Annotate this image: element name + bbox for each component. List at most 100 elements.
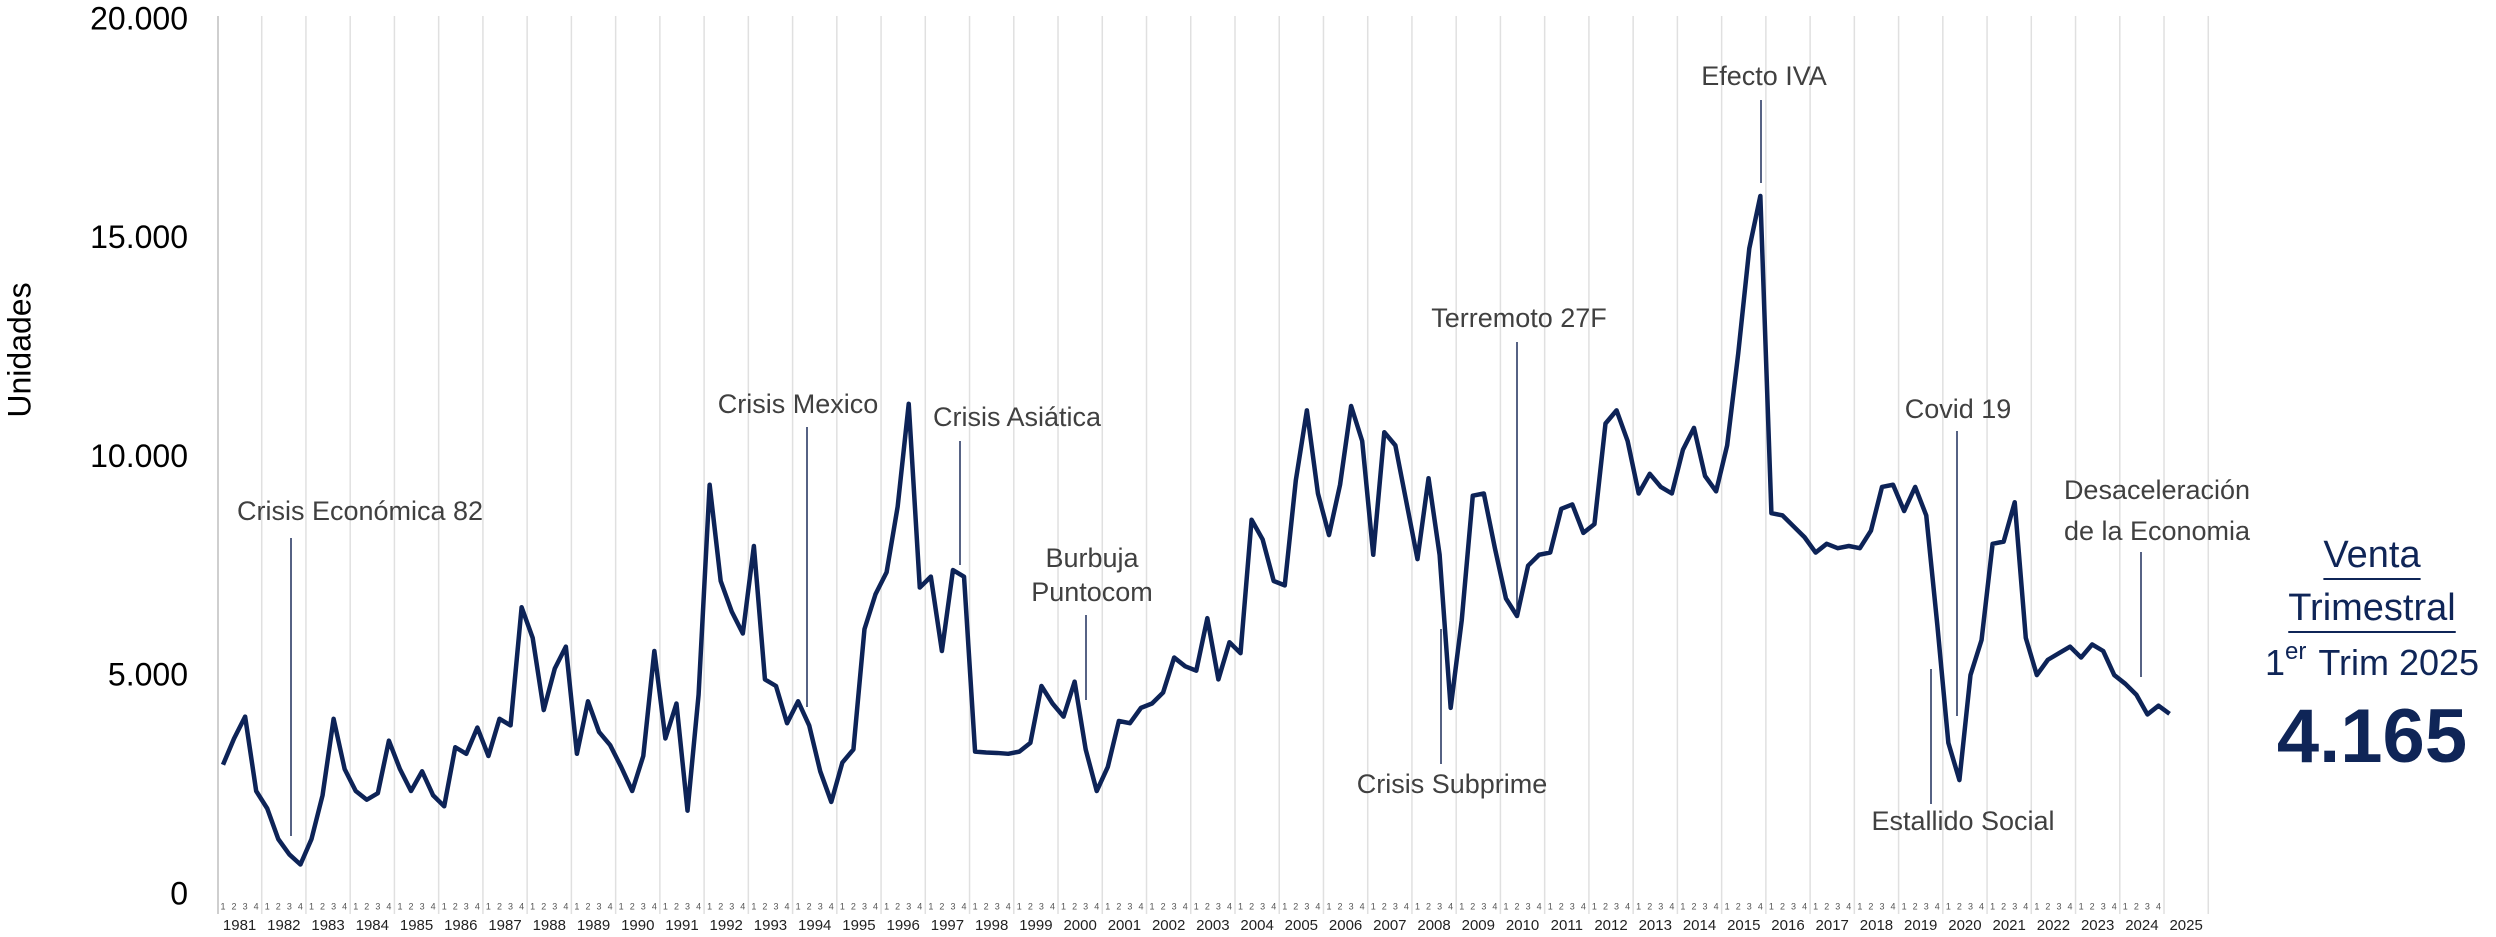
x-tick-label: 4: [873, 901, 878, 911]
x-tick-label: 4: [1404, 901, 1409, 911]
year-label: 1986: [444, 917, 477, 934]
year-label: 2008: [1417, 917, 1450, 934]
x-tick-label: 4: [1714, 901, 1719, 911]
annotation: Crisis Subprime: [1357, 769, 1548, 799]
x-tick-label: 2: [1249, 901, 1254, 911]
year-label: 2020: [1948, 917, 1981, 934]
x-tick-label: 2: [1426, 901, 1431, 911]
year-label: 1998: [975, 917, 1008, 934]
x-tick-label: 2: [674, 901, 679, 911]
year-label: 2018: [1860, 917, 1893, 934]
x-tick-label: 2: [1205, 901, 1210, 911]
x-tick-label: 2: [2001, 901, 2006, 911]
x-tick-label: 1: [1813, 901, 1818, 911]
x-tick-label: 2: [2045, 901, 2050, 911]
y-tick-label: 20.000: [90, 0, 188, 36]
x-tick-label: 2: [1780, 901, 1785, 911]
annotation: Covid 19: [1905, 394, 2012, 424]
x-tick-label: 1: [265, 901, 270, 911]
x-tick-label: 3: [1260, 901, 1265, 911]
x-tick-label: 4: [917, 901, 922, 911]
x-tick-label: 2: [1470, 901, 1475, 911]
x-tick-label: 1: [751, 901, 756, 911]
year-label: 1996: [887, 917, 920, 934]
x-tick-label: 1: [928, 901, 933, 911]
x-tick-label: 3: [1437, 901, 1442, 911]
x-tick-label: 4: [1537, 901, 1542, 911]
x-tick-label: 3: [729, 901, 734, 911]
x-tick-label: 1: [1459, 901, 1464, 911]
x-tick-label: 3: [1968, 901, 1973, 911]
x-tick-label: 3: [597, 901, 602, 911]
x-tick-label: 2: [2134, 901, 2139, 911]
x-tick-label: 2: [1515, 901, 1520, 911]
year-label: 2019: [1904, 917, 1937, 934]
x-tick-label: 3: [243, 901, 248, 911]
x-tick-label: 4: [1846, 901, 1851, 911]
x-tick-label: 1: [1990, 901, 1995, 911]
x-tick-label: 4: [475, 901, 480, 911]
x-tick-label: 3: [1570, 901, 1575, 911]
panel-period-part: er: [2285, 638, 2306, 665]
x-tick-label: 4: [1006, 901, 1011, 911]
x-tick-label: 4: [1050, 901, 1055, 911]
y-axis-label: Unidades: [1, 282, 37, 417]
x-tick-label: 1: [1415, 901, 1420, 911]
x-tick-label: 3: [1924, 901, 1929, 911]
x-tick-label: 1: [2079, 901, 2084, 911]
x-tick-label: 1: [840, 901, 845, 911]
x-tick-label: 4: [1448, 901, 1453, 911]
x-tick-label: 4: [962, 901, 967, 911]
year-label: 2013: [1639, 917, 1672, 934]
year-label: 2007: [1373, 917, 1406, 934]
x-tick-label: 3: [1083, 901, 1088, 911]
x-tick-label: 2: [1382, 901, 1387, 911]
x-tick-label: 4: [1891, 901, 1896, 911]
x-tick-label: 2: [762, 901, 767, 911]
x-tick-label: 3: [1127, 901, 1132, 911]
x-tick-label: 4: [1581, 901, 1586, 911]
x-tick-label: 3: [1747, 901, 1752, 911]
x-tick-label: 2: [1647, 901, 1652, 911]
year-label: 2015: [1727, 917, 1760, 934]
panel-title: Trimestral: [2288, 587, 2455, 629]
x-tick-label: 4: [1315, 901, 1320, 911]
panel-title: Venta: [2323, 534, 2421, 576]
year-label: 1984: [356, 917, 389, 934]
year-label: 1994: [798, 917, 831, 934]
x-tick-label: 2: [807, 901, 812, 911]
x-tick-label: 3: [1349, 901, 1354, 911]
annotation: de la Economia: [2064, 516, 2251, 546]
annotation: Efecto IVA: [1701, 61, 1827, 91]
x-tick-label: 3: [1879, 901, 1884, 911]
x-tick-label: 4: [1360, 901, 1365, 911]
year-label: 2024: [2125, 917, 2158, 934]
x-tick-label: 3: [420, 901, 425, 911]
x-tick-label: 1: [663, 901, 668, 911]
x-tick-label: 1: [1680, 901, 1685, 911]
x-tick-label: 4: [1094, 901, 1099, 911]
x-tick-label: 4: [2068, 901, 2073, 911]
year-label: 2011: [1551, 917, 1583, 934]
x-tick-label: 1: [1769, 901, 1774, 911]
x-tick-label: 3: [1304, 901, 1309, 911]
x-tick-label: 2: [1293, 901, 1298, 911]
x-tick-label: 3: [1835, 901, 1840, 911]
x-tick-label: 2: [1116, 901, 1121, 911]
x-tick-label: 2: [1603, 901, 1608, 911]
x-tick-label: 1: [1061, 901, 1066, 911]
x-tick-label: 4: [2156, 901, 2161, 911]
year-label: 2016: [1771, 917, 1804, 934]
year-label: 1982: [267, 917, 300, 934]
x-tick-label: 4: [431, 901, 436, 911]
x-tick-label: 1: [707, 901, 712, 911]
x-tick-label: 3: [2056, 901, 2061, 911]
annotation: Estallido Social: [1871, 806, 2054, 836]
x-tick-label: 2: [1691, 901, 1696, 911]
year-label: 2002: [1152, 917, 1185, 934]
annotation: Puntocom: [1031, 577, 1153, 607]
x-tick-label: 1: [1946, 901, 1951, 911]
year-label: 1983: [311, 917, 344, 934]
x-tick-label: 2: [409, 901, 414, 911]
